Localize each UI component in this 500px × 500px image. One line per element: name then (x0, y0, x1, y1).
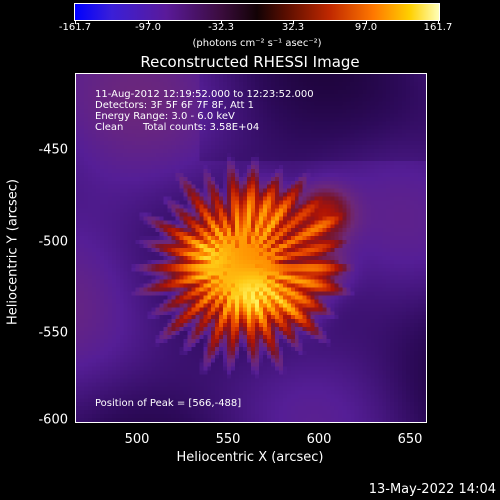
colorbar-tick: 97.0 (354, 22, 378, 33)
plot-title: Reconstructed RHESSI Image (140, 53, 360, 71)
y-tick-label: -550 (38, 325, 68, 341)
y-tick-label: -600 (38, 412, 68, 428)
colorbar-tick: -32.3 (208, 22, 234, 33)
total-counts-text: Total counts: 3.58E+04 (143, 122, 260, 133)
x-axis-label: Heliocentric X (arcsec) (176, 450, 324, 465)
algorithm-text: Clean (95, 122, 124, 133)
x-tick-label: 600 (306, 432, 332, 447)
energy-range-text: Energy Range: 3.0 - 6.0 keV (95, 111, 235, 122)
time-range-text: 11-Aug-2012 12:19:52.000 to 12:23:52.000 (95, 89, 314, 100)
plot-area: 11-Aug-2012 12:19:52.000 to 12:23:52.000… (75, 73, 427, 423)
colorbar-tick: 32.3 (281, 22, 305, 33)
y-tick-label: -500 (38, 234, 68, 250)
x-tick-label: 550 (215, 432, 241, 447)
colorbar-unit-label: (photons cm⁻² s⁻¹ asec⁻²) (192, 38, 322, 49)
y-axis-label: Heliocentric Y (arcsec) (5, 179, 21, 325)
detectors-text: Detectors: 3F 5F 6F 7F 8F, Att 1 (95, 100, 255, 111)
date-stamp: 13-May-2022 14:04 (368, 482, 496, 497)
peak-position-text: Position of Peak = [566,-488] (95, 398, 242, 409)
x-tick-label: 650 (397, 432, 423, 447)
heatmap-image (76, 74, 426, 422)
colorbar (74, 3, 440, 21)
colorbar-tick: 161.7 (423, 22, 453, 33)
y-tick-label: -450 (38, 142, 68, 158)
colorbar-tick: -97.0 (135, 22, 161, 33)
colorbar-tick: -161.7 (58, 22, 92, 33)
x-tick-label: 500 (124, 432, 150, 447)
